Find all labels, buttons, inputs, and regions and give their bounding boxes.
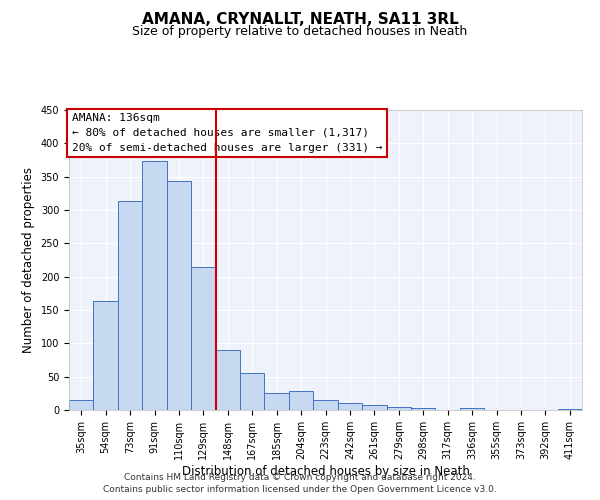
Bar [557,408,582,410]
Y-axis label: Number of detached properties: Number of detached properties [22,167,35,353]
Text: Contains HM Land Registry data © Crown copyright and database right 2024.: Contains HM Land Registry data © Crown c… [124,473,476,482]
Bar [118,200,142,410]
Bar [338,404,362,410]
Bar [411,408,436,410]
Bar [167,180,191,410]
Bar [215,350,240,410]
X-axis label: Distribution of detached houses by size in Neath: Distribution of detached houses by size … [182,464,469,477]
Text: Size of property relative to detached houses in Neath: Size of property relative to detached ho… [133,25,467,38]
Bar [94,302,118,410]
Bar [265,392,289,410]
Bar [313,400,338,410]
Bar [240,372,265,410]
Bar [289,390,313,410]
Text: Contains public sector information licensed under the Open Government Licence v3: Contains public sector information licen… [103,486,497,494]
Text: AMANA: 136sqm
← 80% of detached houses are smaller (1,317)
20% of semi-detached : AMANA: 136sqm ← 80% of detached houses a… [71,113,382,152]
Bar [191,268,215,410]
Bar [386,406,411,410]
Bar [69,400,94,410]
Bar [142,160,167,410]
Bar [362,406,386,410]
Bar [460,408,484,410]
Text: AMANA, CRYNALLT, NEATH, SA11 3RL: AMANA, CRYNALLT, NEATH, SA11 3RL [142,12,458,28]
